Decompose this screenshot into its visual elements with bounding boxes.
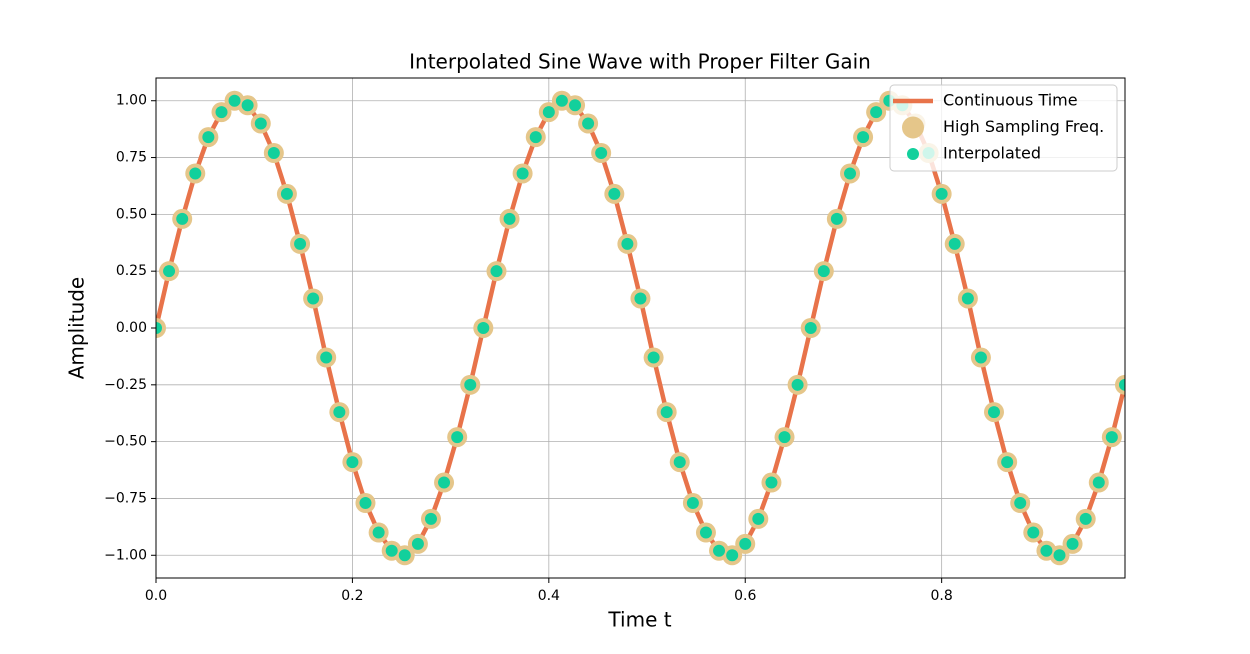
marker [163,265,176,278]
marker [1066,537,1079,550]
marker [529,131,542,144]
marker [1040,544,1053,557]
marker [176,212,189,225]
marker [372,526,385,539]
y-tick-label: −1.00 [104,547,147,563]
marker [359,497,372,509]
y-tick-label: −0.50 [104,434,147,450]
marker [987,406,1000,419]
marker [1119,378,1125,391]
marker [1053,549,1066,562]
marker [267,147,280,159]
x-tick-label: 0.4 [538,588,560,604]
marker [333,406,346,419]
marker [156,322,162,334]
y-tick-label: 0.75 [116,150,147,166]
marker [398,549,411,562]
legend-swatch [907,148,919,160]
marker [961,292,974,305]
legend-label: Interpolated [943,144,1041,163]
marker [294,237,307,250]
marker [1014,497,1027,509]
marker [189,167,202,180]
marker [1001,456,1014,469]
marker [451,431,464,444]
marker [464,378,477,391]
marker [752,512,765,525]
marker [791,378,804,391]
marker [346,456,359,469]
marker [438,476,451,489]
marker [935,187,948,200]
legend-label: Continuous Time [943,91,1078,110]
marker [569,99,582,112]
marker [673,456,686,469]
marker [411,537,424,550]
y-axis-label: Amplitude [65,277,89,380]
marker [608,187,621,200]
marker [778,431,791,444]
marker [1105,431,1118,444]
marker [870,106,883,119]
marker [974,351,987,364]
y-tick-label: −0.75 [104,490,147,506]
marker [490,265,503,278]
marker [726,549,739,562]
marker [857,131,870,144]
x-tick-label: 0.6 [734,588,756,604]
marker [215,106,228,119]
marker [713,544,726,557]
y-tick-label: 1.00 [116,93,147,109]
x-tick-label: 0.8 [931,588,953,604]
marker [254,117,267,130]
chart-title: Interpolated Sine Wave with Proper Filte… [409,50,871,74]
marker [202,131,215,144]
y-tick-label: 0.50 [116,206,147,222]
plot-frame [155,77,1126,579]
marker [830,212,843,225]
marker [844,167,857,180]
marker [516,167,529,180]
marker [634,292,647,305]
marker [1027,526,1040,539]
marker [503,212,516,225]
legend-box [889,84,1118,172]
marker [241,99,254,112]
x-tick-label: 0.2 [341,588,363,604]
marker [582,117,595,130]
marker [647,351,660,364]
marker [686,497,699,509]
marker [424,512,437,525]
marker [595,147,608,159]
x-tick-label: 0.0 [145,588,167,604]
marker [1079,512,1092,525]
marker [320,351,333,364]
legend-swatch [902,116,924,139]
x-axis-label: Time t [607,608,671,632]
marker [739,537,752,550]
marker [280,187,293,200]
y-tick-label: −0.25 [104,377,147,393]
y-tick-label: 0.25 [116,263,147,279]
marker [948,237,961,250]
marker [817,265,830,278]
legend-label: High Sampling Freq. [943,117,1104,136]
marker [228,94,241,107]
marker [660,406,673,419]
marker [477,322,490,334]
marker [385,544,398,557]
marker [765,476,778,489]
marker [621,237,634,250]
marker [804,322,817,334]
marker [542,106,555,119]
y-tick-label: 0.00 [116,320,147,336]
marker [555,94,568,107]
marker [1092,476,1105,489]
marker [307,292,320,305]
marker [699,526,712,539]
